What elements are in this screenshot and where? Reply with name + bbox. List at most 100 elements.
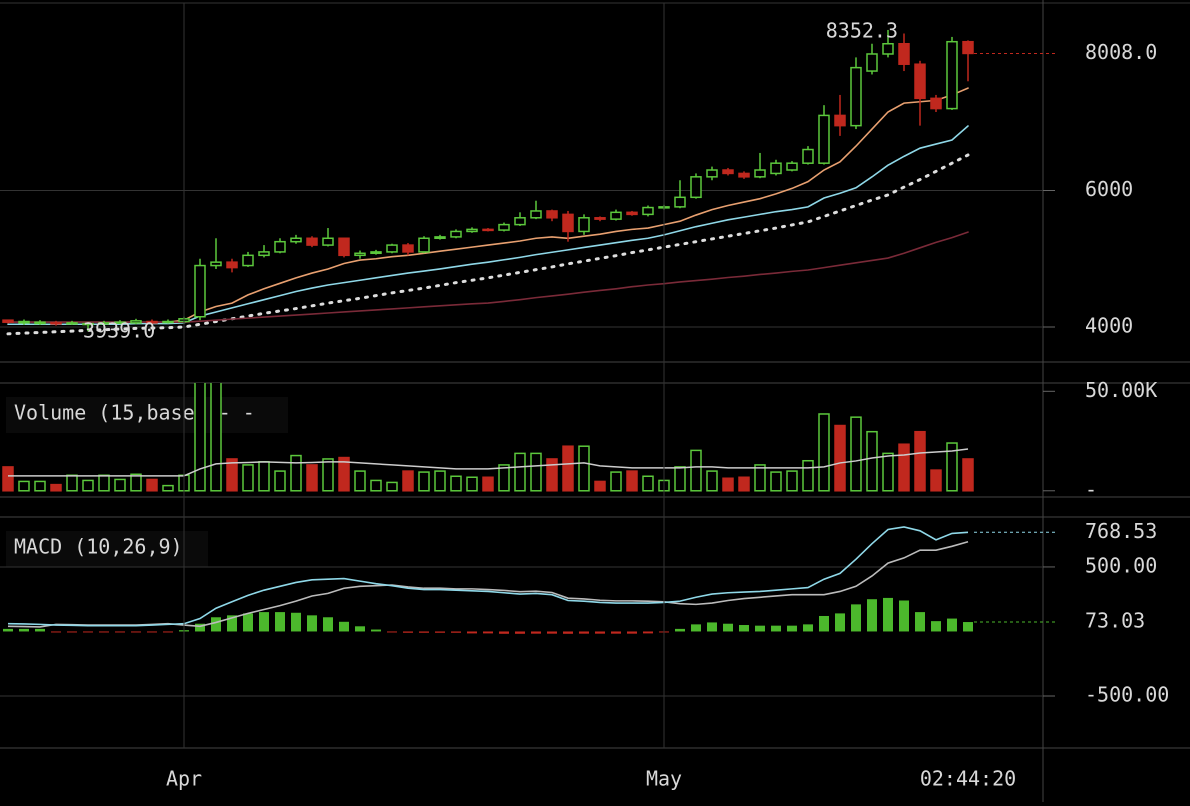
candle-body [322,237,334,246]
volume-bar [834,424,846,492]
volume-bar [274,470,286,492]
candle-body [866,53,878,72]
histogram-bar [547,631,557,634]
histogram-bar [515,631,525,634]
candle-body [562,213,574,233]
candle-body [162,320,174,324]
candle-body [370,251,382,255]
volume-bar [290,454,302,492]
histogram-bar [195,623,205,632]
candle-body [754,169,766,178]
candle-body [210,261,222,267]
histogram-bar [451,631,461,633]
histogram-bar [115,631,125,633]
volume-bar [610,471,622,492]
histogram-bar [627,631,637,634]
histogram-bar [867,599,877,632]
volume-bar [738,476,750,492]
histogram-bar [531,631,541,634]
volume-bar [146,478,158,492]
candle-body [306,237,318,246]
volume-bar [322,458,334,492]
histogram-bar [355,626,365,632]
histogram-bar [803,624,813,632]
candle-body [594,217,606,220]
candle-body [2,319,14,323]
histogram-bar [323,617,333,632]
volume-bar [434,470,446,492]
volume-bar [498,464,510,492]
candle-body [546,210,558,219]
histogram-bar [435,631,445,633]
histogram-bar [147,631,157,633]
volume-bar [466,476,478,492]
histogram-bar [899,600,909,632]
histogram-bar [99,631,109,633]
volume-bar [338,456,350,492]
histogram-bar [259,612,269,632]
volume-bar [162,484,174,492]
panel [0,29,1043,336]
candle-body [898,42,910,65]
histogram-bar [739,625,749,632]
histogram-bar [211,617,221,632]
volume-bar [242,464,254,492]
candle-body [498,223,510,231]
label-box [6,531,208,567]
histogram-bar [243,613,253,632]
candle-body [626,211,638,216]
volume-bar [802,459,814,492]
histogram-bar [947,618,957,632]
volume-bar [514,452,526,492]
candle-body [882,42,894,55]
candle-body [706,169,718,178]
volume-bar [578,445,590,492]
candle-body [482,228,494,232]
histogram-bar [371,629,381,632]
candle-body [450,230,462,238]
moving-average-line [6,153,970,336]
time-label: 02:44:20 [920,767,1016,791]
histogram-bar [163,631,173,633]
histogram-bar [915,612,925,632]
low-label: 3939.0 [83,319,155,343]
candle-body [786,162,798,171]
volume-average-line [8,448,969,477]
volume-bar [786,470,798,492]
candle-body [18,320,30,324]
candle-body [962,40,974,55]
volume-bar [674,466,686,492]
histogram-bar [275,612,285,632]
macd-line [7,526,969,627]
x-tick-label: Apr [166,767,202,791]
candle-body [770,162,782,175]
volume-bar [930,469,942,492]
label-box [6,397,288,433]
last-value-label: 768.53 [1085,519,1157,543]
candle-body [914,63,926,100]
histogram-bar [483,631,493,634]
volume-bar [418,471,430,492]
candle-body [98,322,110,325]
candle-body [850,66,862,127]
candle-body [578,217,590,233]
histogram-bar [387,631,397,633]
histogram-bar [19,628,29,632]
candle-body [690,176,702,199]
volume-bar [642,475,654,492]
candle-body [226,261,238,269]
candle-body [930,97,942,110]
volume-bar [882,452,894,492]
candle-body [386,244,398,253]
candle-body [418,237,430,253]
volume-bar [194,383,206,492]
candle-body [610,211,622,220]
histogram-bar [499,631,509,634]
volume-bar [546,458,558,492]
histogram-bar [787,625,797,632]
histogram-bar [691,624,701,632]
histogram-bar [931,621,941,632]
candle-body [674,196,686,208]
volume-bar [962,458,974,492]
volume-bar [706,470,718,492]
